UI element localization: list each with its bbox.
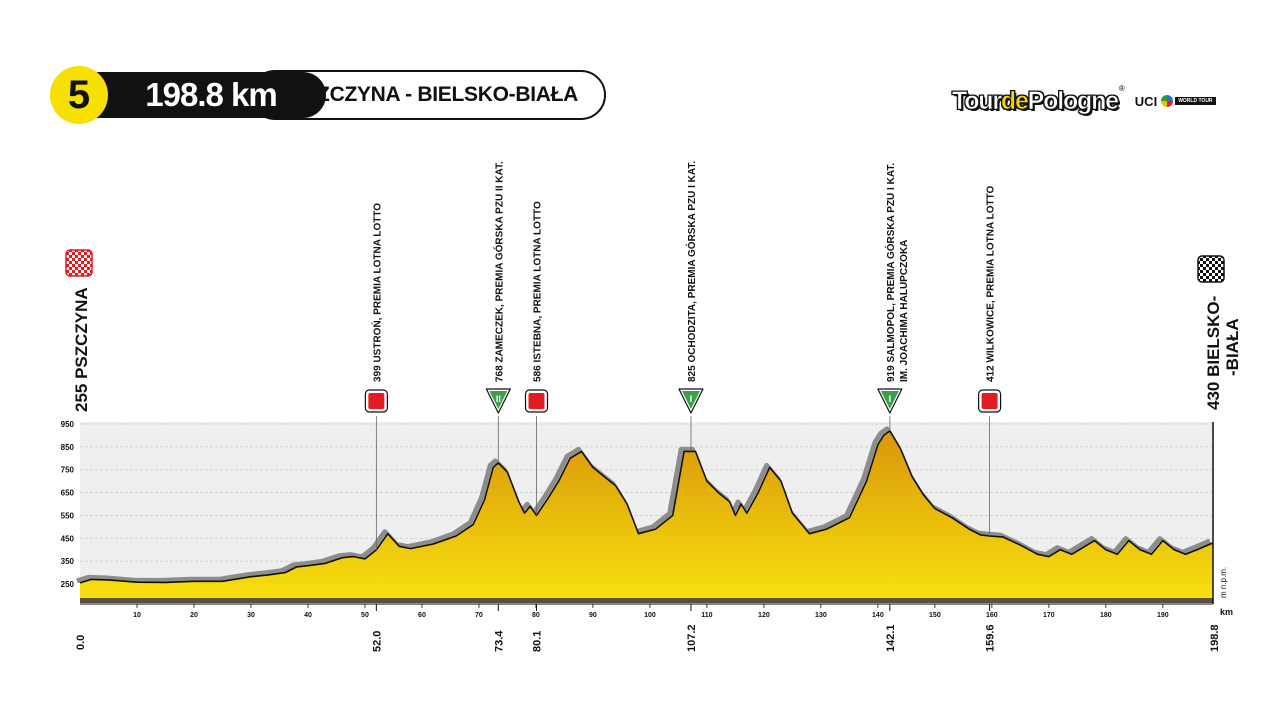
x-tick-label: 30 bbox=[247, 612, 255, 619]
y-tick-label: 550 bbox=[61, 511, 75, 520]
x-tick-label: 130 bbox=[815, 612, 827, 619]
waypoint-label: 825 OCHODZITA, PREMIA GÓRSKA PZU I KAT. bbox=[685, 161, 698, 382]
y-tick-label: 850 bbox=[61, 443, 75, 452]
profile-base-band bbox=[80, 598, 1213, 603]
profile-shadow bbox=[76, 426, 1211, 584]
profile-area bbox=[80, 430, 1213, 603]
stage-number-badge: 5 bbox=[50, 66, 108, 124]
start-flag-icon bbox=[65, 249, 93, 277]
waypoint-km-label: 107.2 bbox=[686, 624, 698, 652]
route-name: PSZCZYNA - BIELSKO-BIAŁA bbox=[289, 83, 579, 106]
x-tick-label: 10 bbox=[133, 612, 141, 619]
tour-de-pologne-logo: TourdePologne ® UCI WORLD TOUR bbox=[952, 84, 1216, 118]
x-tick-label: 160 bbox=[986, 612, 998, 619]
waypoint-label: 412 WILKOWICE, PREMIA LOTNA LOTTO bbox=[986, 185, 997, 382]
waypoint-markers: 399 USTROŃ, PREMIA LOTNA LOTTO52.0II768 … bbox=[364, 161, 1002, 652]
waypoint-label-2: IM. JOACHIMA HALUPCZOKA bbox=[899, 240, 910, 382]
sprint-icon-fill bbox=[368, 393, 385, 409]
x-tick-label: 90 bbox=[589, 612, 597, 619]
sprint-icon-fill bbox=[981, 393, 998, 409]
x-tick-label: 120 bbox=[758, 612, 770, 619]
logo-wordmark: TourdePologne bbox=[952, 86, 1120, 116]
x-tick-label: 140 bbox=[872, 612, 884, 619]
x-tick-label: 60 bbox=[418, 612, 426, 619]
x-tick-label: 70 bbox=[475, 612, 483, 619]
x-tick-label: 110 bbox=[701, 612, 712, 619]
finish-km-label: 198.8 bbox=[1209, 624, 1221, 652]
registered-mark: ® bbox=[1118, 84, 1125, 93]
sprint-icon-fill bbox=[528, 393, 545, 409]
x-tick-label: 50 bbox=[361, 612, 369, 619]
waypoint-km-label: 142.1 bbox=[885, 624, 897, 652]
stage-header: 5 198.8 km PSZCZYNA - BIELSKO-BIAŁA bbox=[50, 66, 606, 124]
waypoint-label: 399 USTROŃ, PREMIA LOTNA LOTTO bbox=[370, 203, 383, 382]
finish-label-line2: -BIAŁA bbox=[1223, 318, 1242, 376]
mountain-icon-fill bbox=[489, 391, 508, 409]
y-tick-label: 250 bbox=[61, 580, 75, 589]
y-axis-tick-labels: 250 350 450 550 650 750 850 950 bbox=[61, 420, 75, 589]
logo-pologne: Pologne bbox=[1027, 86, 1119, 115]
x-tick-label: 80 bbox=[532, 612, 540, 619]
y-tick-label: 350 bbox=[61, 557, 75, 566]
finish-label-line1: 430 BIELSKO- bbox=[1204, 296, 1223, 410]
y-tick-label: 450 bbox=[61, 534, 75, 543]
waypoint-km-label: 159.6 bbox=[985, 624, 997, 652]
y-tick-label: 750 bbox=[61, 466, 75, 475]
start-label: 255 PSZCZYNA bbox=[72, 287, 91, 412]
world-tour-badge: WORLD TOUR bbox=[1161, 95, 1216, 108]
waypoint-label: 919 SALMOPOL, PREMIA GÓRSKA PZU I KAT. bbox=[884, 163, 897, 382]
x-tick-label: 170 bbox=[1043, 612, 1055, 619]
x-tick-label: 190 bbox=[1157, 612, 1169, 619]
sprint-icon bbox=[977, 389, 1002, 413]
mountain-icon: II bbox=[485, 388, 511, 414]
x-tick-label: 180 bbox=[1100, 612, 1112, 619]
waypoint-km-label: 52.0 bbox=[371, 631, 383, 652]
waypoint-km-label: 80.1 bbox=[532, 631, 544, 652]
mountain-category: I bbox=[889, 394, 892, 404]
mountain-category: II bbox=[496, 394, 501, 404]
x-tick-label: 40 bbox=[304, 612, 312, 619]
x-axis-title: km bbox=[1220, 607, 1233, 617]
waypoint-label: 586 ISTEBNA, PREMIA LOTNA LOTTO bbox=[533, 201, 544, 382]
finish-flag-icon bbox=[1197, 255, 1225, 283]
start-km-label: 0.0 bbox=[75, 635, 87, 650]
sprint-icon bbox=[364, 389, 388, 413]
x-tick-label: 20 bbox=[190, 612, 198, 619]
mountain-icon-fill bbox=[681, 391, 700, 409]
profile-outline bbox=[79, 430, 1214, 584]
mountain-icon-fill bbox=[880, 391, 899, 409]
y-tick-label: 950 bbox=[61, 420, 75, 429]
logo-de: de bbox=[1000, 86, 1030, 115]
waypoint-km-label: 73.4 bbox=[493, 630, 505, 652]
mountain-icon: I bbox=[877, 388, 903, 414]
mountain-icon: I bbox=[678, 388, 704, 414]
x-axis: 10 20 30 40 50 60 70 80 90 100 110 120 130 140 150 160 1… bbox=[80, 422, 1214, 619]
uci-rainbow-icon bbox=[1161, 95, 1174, 107]
mountain-category: I bbox=[690, 394, 693, 404]
stage-distance: 198.8 km bbox=[96, 72, 326, 118]
y-tick-label: 650 bbox=[61, 489, 75, 498]
x-tick-label: 100 bbox=[644, 612, 656, 619]
uci-label: UCI bbox=[1134, 93, 1158, 109]
x-tick-label: 150 bbox=[929, 612, 941, 619]
sprint-icon bbox=[524, 389, 549, 413]
y-axis-title: m n.p.m. bbox=[1219, 567, 1228, 598]
world-tour-label: WORLD TOUR bbox=[1175, 97, 1216, 105]
waypoint-label: 768 ZAMECZEK, PREMIA GÓRSKA PZU II KAT. bbox=[492, 161, 505, 382]
logo-tour: Tour bbox=[952, 86, 1003, 115]
